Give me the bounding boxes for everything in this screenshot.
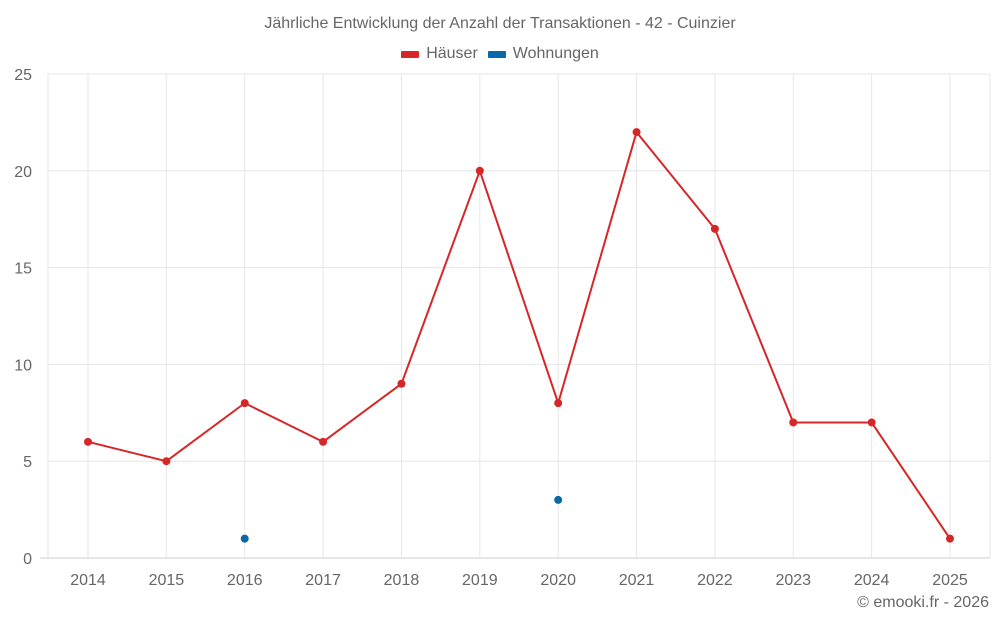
chart-title: Jährliche Entwicklung der Anzahl der Tra… — [264, 15, 736, 32]
x-tick-label: 2018 — [384, 572, 420, 589]
data-point[interactable] — [867, 418, 876, 427]
data-point[interactable] — [789, 418, 798, 427]
legend-label: Häuser — [426, 45, 478, 62]
y-tick-label: 25 — [14, 67, 32, 84]
x-tick-label: 2017 — [305, 572, 341, 589]
legend-item-wohnungen[interactable]: Wohnungen — [487, 45, 599, 63]
data-point[interactable] — [554, 399, 563, 408]
series-layer — [84, 128, 954, 543]
legend-swatch-icon — [487, 50, 506, 58]
x-tick-label: 2014 — [70, 572, 106, 589]
data-point[interactable] — [397, 379, 406, 388]
y-tick-label: 20 — [14, 164, 32, 181]
y-tick-label: 0 — [23, 551, 32, 568]
data-point[interactable] — [84, 437, 92, 446]
x-tick-label: 2023 — [775, 572, 811, 589]
x-tick-label: 2019 — [462, 572, 498, 589]
gridlines — [47, 73, 991, 558]
legend: Häuser Wohnungen — [0, 45, 1000, 63]
x-tick-label: 2021 — [619, 572, 655, 589]
data-point[interactable] — [946, 534, 954, 543]
x-tick-label: 2022 — [697, 572, 733, 589]
data-point[interactable] — [710, 224, 719, 233]
x-tick-label: 2020 — [540, 572, 576, 589]
legend-item-haeuser[interactable]: Häuser — [401, 45, 478, 63]
series-line — [87, 131, 951, 540]
y-tick-label: 15 — [14, 261, 32, 278]
x-tick-label: 2025 — [932, 572, 968, 589]
credit-text: © emooki.fr - 2026 — [857, 594, 989, 611]
legend-swatch-icon — [401, 50, 420, 58]
data-point[interactable] — [240, 399, 249, 408]
y-tick-label: 10 — [14, 357, 32, 374]
data-point[interactable] — [554, 495, 563, 504]
data-point[interactable] — [319, 437, 328, 446]
data-point[interactable] — [240, 534, 249, 543]
data-point[interactable] — [475, 166, 484, 175]
y-tick-label: 5 — [23, 454, 32, 471]
x-tick-label: 2015 — [149, 572, 185, 589]
data-point[interactable] — [632, 128, 641, 137]
legend-label: Wohnungen — [512, 45, 599, 62]
x-tick-label: 2024 — [854, 572, 890, 589]
data-point[interactable] — [162, 457, 171, 466]
x-tick-label: 2016 — [227, 572, 263, 589]
